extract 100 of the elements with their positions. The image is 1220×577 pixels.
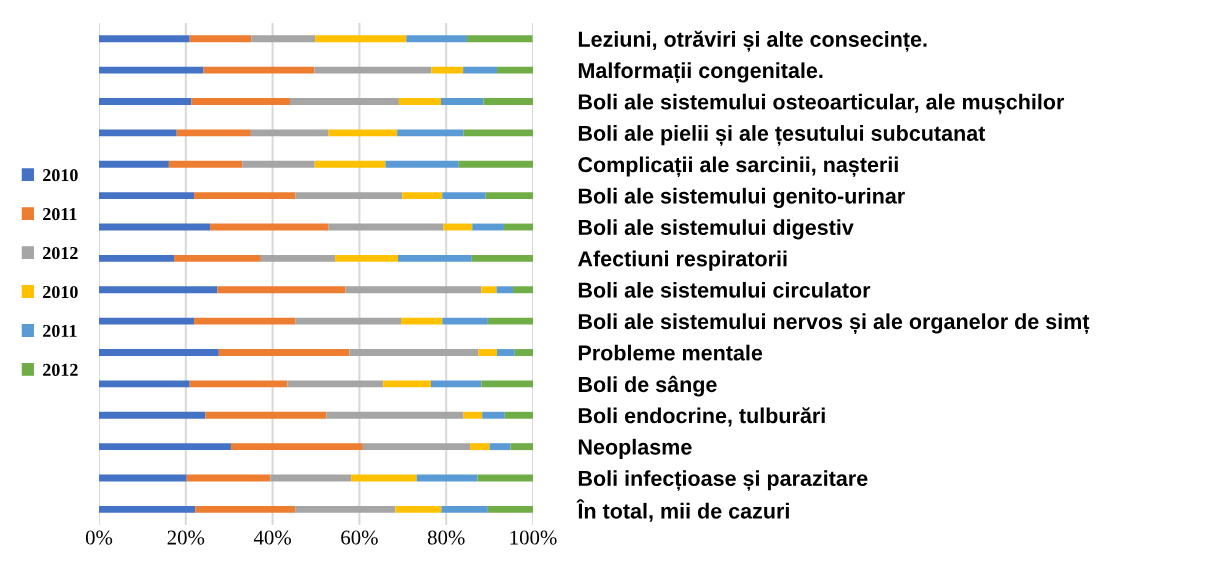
y-tick-label: Leziuni, otrăviri și alte consecințe.	[578, 30, 927, 52]
bar	[458, 160, 533, 168]
bar	[383, 380, 432, 388]
bar	[504, 411, 533, 419]
bar	[217, 286, 346, 294]
bar	[395, 505, 442, 513]
bar	[483, 98, 533, 105]
bar	[402, 192, 443, 200]
y-tick-label: Complicații ale sarcinii, nașterii	[578, 156, 898, 178]
bar	[440, 98, 484, 105]
bar	[362, 443, 471, 451]
bar	[441, 505, 488, 513]
y-tick-label: Probleme mentale	[578, 344, 763, 361]
bar	[485, 192, 533, 200]
y-tick-label: Boli ale sistemului osteoarticular, ale mușchilor	[578, 93, 1065, 115]
bar	[99, 505, 196, 513]
legend-label: 2010	[43, 285, 78, 299]
bar	[99, 129, 177, 137]
bar	[401, 317, 443, 325]
bar	[471, 254, 533, 262]
bar	[99, 254, 175, 262]
bar	[442, 192, 486, 200]
bar	[99, 317, 195, 325]
bar	[168, 160, 243, 168]
bar	[496, 286, 514, 294]
y-tick-label: Boli infecțioase și parazitare	[578, 470, 868, 491]
bar	[442, 317, 488, 325]
legend-label: 2010	[43, 169, 78, 182]
bar	[431, 66, 464, 74]
bar	[487, 317, 533, 325]
bar	[295, 317, 402, 325]
bar	[463, 66, 497, 74]
bar	[194, 317, 296, 325]
y-tick-label: Neoplasme	[578, 438, 692, 459]
bar	[510, 443, 533, 451]
bar	[295, 505, 396, 513]
bar	[345, 286, 482, 294]
bar	[287, 380, 384, 388]
bar	[99, 443, 231, 451]
bar	[251, 35, 316, 43]
bar	[174, 254, 261, 262]
y-tick-label: Malformații congenitale.	[578, 62, 823, 83]
bar	[99, 411, 206, 419]
bar	[99, 349, 219, 356]
bar	[481, 286, 497, 294]
x-tick-label: 60%	[341, 530, 378, 545]
bar	[328, 129, 398, 137]
bar	[189, 35, 252, 43]
bar	[398, 98, 441, 105]
bar	[481, 380, 533, 388]
bar	[314, 66, 432, 74]
y-tick-label: Boli ale sistemului digestiv	[578, 219, 854, 240]
bar	[295, 192, 403, 200]
legend-label: 2012	[43, 363, 78, 376]
bar	[250, 129, 329, 137]
bar	[463, 129, 533, 137]
bar	[513, 286, 533, 294]
bar	[176, 129, 251, 137]
bar	[463, 411, 483, 419]
y-tick-label: Boli ale sistemului nervos și ale organelor de simț	[578, 313, 1090, 334]
x-tick-label: 20%	[167, 530, 205, 545]
bar	[335, 254, 399, 262]
bar	[349, 349, 479, 356]
bar	[514, 349, 533, 356]
bar	[218, 349, 350, 356]
bar	[189, 380, 288, 388]
bar	[315, 35, 407, 43]
bar	[431, 380, 482, 388]
bar	[314, 160, 386, 168]
bar	[482, 411, 505, 419]
x-tick-label: 80%	[427, 530, 465, 545]
x-tick-label: 100%	[510, 530, 557, 545]
bar	[205, 411, 327, 419]
y-tick-label: Afectiuni respiratorii	[577, 250, 787, 271]
bar	[406, 35, 468, 43]
bar	[478, 349, 497, 356]
y-tick-label: Boli ale pielii și ale țesutului subcutanat	[578, 125, 986, 146]
x-tick-label: 40%	[253, 530, 291, 545]
legend-label: 2011	[43, 324, 77, 338]
bar	[326, 411, 464, 419]
bar	[203, 66, 315, 74]
y-tick-label: Boli endocrine, tulburări	[578, 407, 825, 427]
bar	[242, 160, 315, 168]
bar	[467, 35, 533, 43]
x-tick-label: 0%	[85, 530, 113, 545]
bar	[99, 380, 190, 388]
legend-label: 2011	[43, 207, 77, 221]
bar	[99, 66, 204, 74]
y-tick-label: Boli ale sistemului circulator	[578, 281, 871, 298]
bar	[470, 443, 490, 451]
bar	[385, 160, 459, 168]
bar	[194, 192, 296, 200]
legend-label: 2012	[43, 246, 78, 260]
y-tick-label: Boli ale sistemului genito-urinar	[578, 187, 905, 208]
bar	[289, 98, 399, 105]
bar	[99, 160, 169, 168]
bar	[397, 129, 464, 137]
bar	[487, 505, 533, 513]
bar	[230, 443, 363, 451]
bar	[489, 443, 511, 451]
